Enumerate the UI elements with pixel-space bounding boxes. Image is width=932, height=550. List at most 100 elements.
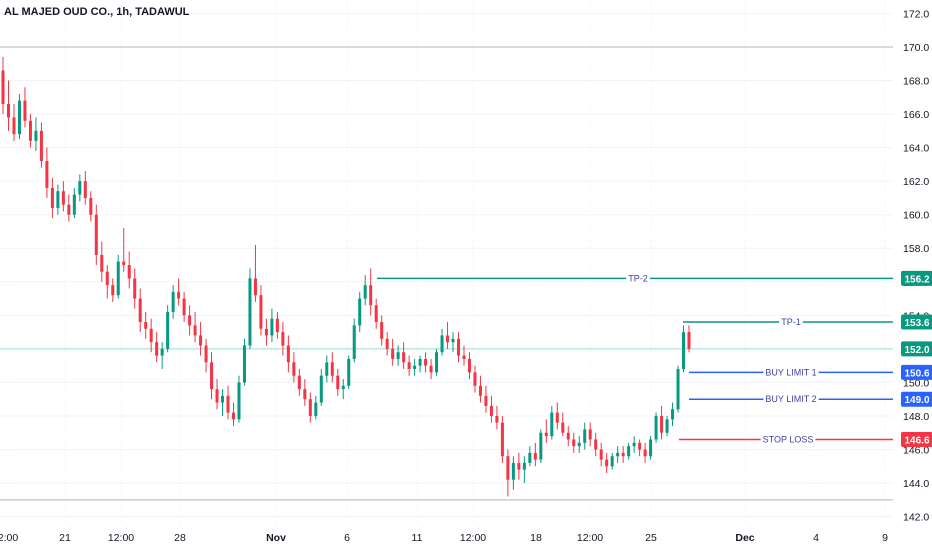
- candle: [61, 181, 65, 212]
- level-label-bg: [626, 272, 650, 285]
- candle: [407, 355, 411, 376]
- candle: [451, 332, 455, 353]
- candle-body: [369, 285, 373, 306]
- level-badge-buy2[interactable]: 149.0: [901, 391, 932, 407]
- x-tick-label: Nov: [266, 532, 286, 544]
- candle: [649, 436, 653, 460]
- candle: [588, 422, 592, 447]
- candle: [155, 332, 159, 363]
- candle-body: [429, 365, 433, 373]
- candle-body: [671, 409, 675, 420]
- candle-body: [231, 412, 236, 420]
- candle-body: [467, 358, 471, 373]
- candle-body: [138, 298, 142, 323]
- candle-body: [374, 305, 378, 323]
- candle: [56, 184, 60, 215]
- candle-body: [215, 389, 219, 403]
- y-tick-label: 146.0: [903, 445, 929, 457]
- candle: [182, 291, 186, 323]
- candle-body: [484, 395, 488, 406]
- candle: [248, 268, 252, 349]
- candle-body: [682, 332, 686, 370]
- candle: [583, 422, 587, 450]
- level-buy1[interactable]: BUY LIMIT 1: [689, 366, 893, 379]
- candle: [28, 114, 32, 148]
- level-badge-tp1[interactable]: 153.6: [901, 314, 932, 330]
- candle: [166, 305, 170, 353]
- candle-body: [407, 362, 411, 370]
- candle: [594, 432, 598, 457]
- level-sl[interactable]: STOP LOSS: [679, 433, 893, 446]
- level-badge-sl[interactable]: 146.6: [901, 431, 932, 447]
- candle-body: [402, 352, 406, 363]
- candle: [297, 369, 301, 396]
- candle: [144, 311, 148, 339]
- candle: [45, 147, 49, 198]
- candle: [259, 285, 263, 336]
- candle-body: [133, 278, 137, 299]
- level-tp2[interactable]: TP-2: [377, 272, 893, 285]
- candle-body: [347, 358, 351, 386]
- level-label-tp2: TP-2: [628, 273, 648, 283]
- candle-body: [325, 362, 329, 376]
- level-badge-sl-bg: [901, 431, 932, 447]
- candle: [577, 436, 581, 453]
- candle-body: [199, 335, 203, 346]
- candle-body: [396, 352, 400, 359]
- x-tick-label: 21: [59, 532, 71, 544]
- candle-body: [127, 265, 131, 279]
- candle-body: [599, 449, 603, 460]
- time-axis[interactable]: 2:00 21 12:00 28 Nov 6 11 12:00 18 12:00 25 Dec 4 9: [0, 524, 893, 544]
- candle: [413, 358, 417, 376]
- candle-body: [500, 422, 504, 457]
- candle-body: [451, 338, 455, 343]
- x-tick-label: 28: [174, 532, 186, 544]
- candle: [281, 322, 285, 356]
- level-label-bg: [779, 316, 803, 329]
- candle: [654, 412, 658, 443]
- candle-body: [665, 419, 669, 433]
- candle: [23, 87, 27, 128]
- level-buy2[interactable]: BUY LIMIT 2: [689, 393, 893, 406]
- current-price-badge[interactable]: 152.0: [901, 341, 932, 357]
- candle: [89, 191, 93, 222]
- candle-body: [638, 442, 642, 450]
- candle: [435, 348, 439, 376]
- candle: [605, 452, 609, 474]
- candle: [424, 352, 428, 373]
- candle-body: [561, 422, 565, 433]
- candle: [122, 228, 126, 272]
- level-badge-buy1-text: 150.6: [904, 368, 929, 379]
- candle: [231, 402, 236, 427]
- y-tick-label: 150.0: [903, 377, 929, 389]
- level-badge-buy1[interactable]: 150.6: [901, 364, 932, 380]
- x-tick-label: 12:00: [108, 532, 134, 544]
- y-tick-label: 172.0: [903, 8, 929, 20]
- candle: [572, 432, 576, 453]
- candle: [253, 244, 257, 302]
- level-tp1[interactable]: TP-1: [683, 316, 893, 329]
- candle: [292, 352, 296, 383]
- candle: [467, 352, 471, 380]
- level-label-sl: STOP LOSS: [763, 434, 814, 444]
- candle-body: [160, 348, 164, 356]
- current-price-badge-bg: [901, 341, 932, 357]
- candle-body: [308, 399, 312, 416]
- level-badge-tp2[interactable]: 156.2: [901, 270, 932, 286]
- level-label-tp1: TP-1: [781, 317, 801, 327]
- level-badge-buy2-text: 149.0: [904, 395, 929, 406]
- candle-body: [380, 322, 384, 339]
- y-tick-label: 162.0: [903, 176, 929, 188]
- candle: [319, 369, 323, 406]
- candle-body: [303, 389, 307, 400]
- price-axis[interactable]: 142.0144.0146.0148.0150.0152.0154.0156.0…: [893, 0, 932, 550]
- x-tick-label: 9: [882, 532, 888, 544]
- candle: [462, 345, 466, 366]
- candle: [138, 288, 142, 333]
- candle: [396, 345, 400, 366]
- candle-body: [94, 214, 98, 255]
- candle-body: [588, 429, 592, 440]
- candle-body: [385, 338, 389, 349]
- candle-body: [555, 412, 559, 423]
